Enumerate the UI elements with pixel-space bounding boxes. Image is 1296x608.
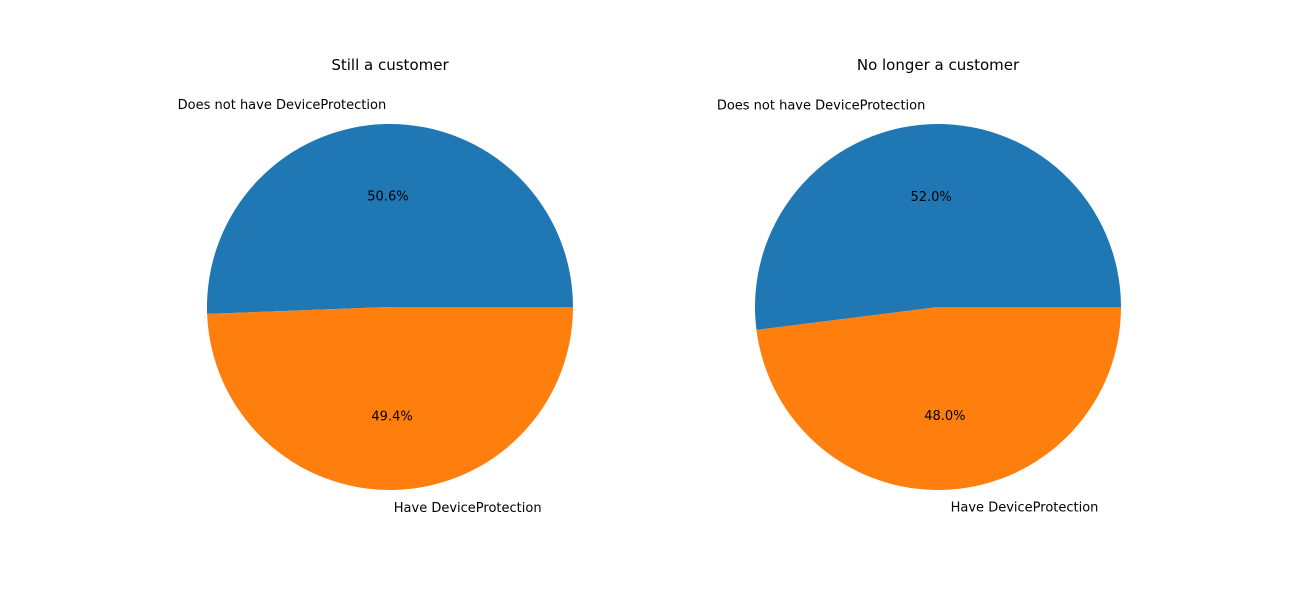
pie-slice	[756, 307, 1121, 490]
slice-label: Have DeviceProtection	[951, 500, 1099, 515]
slice-percentage-label: 48.0%	[924, 409, 965, 424]
slice-percentage-label: 52.0%	[910, 190, 951, 205]
slice-label: Have DeviceProtection	[394, 501, 542, 516]
pie-slice	[755, 123, 1122, 330]
chart-title: No longer a customer	[857, 56, 1020, 74]
chart-title: Still a customer	[331, 56, 449, 74]
pie-chart-no-longer-customer: Does not have DeviceProtection 52.0% Have …	[717, 56, 1122, 515]
pie-chart-still-customer: Does not have DeviceProtection 50.6% Have …	[178, 56, 574, 516]
slice-percentage-label: 50.6%	[367, 190, 408, 205]
slice-label: Does not have DeviceProtection	[717, 99, 926, 114]
pie-slice	[207, 123, 573, 314]
slice-percentage-label: 49.4%	[371, 409, 412, 424]
pie-slice	[207, 307, 574, 490]
slice-label: Does not have DeviceProtection	[178, 98, 387, 113]
